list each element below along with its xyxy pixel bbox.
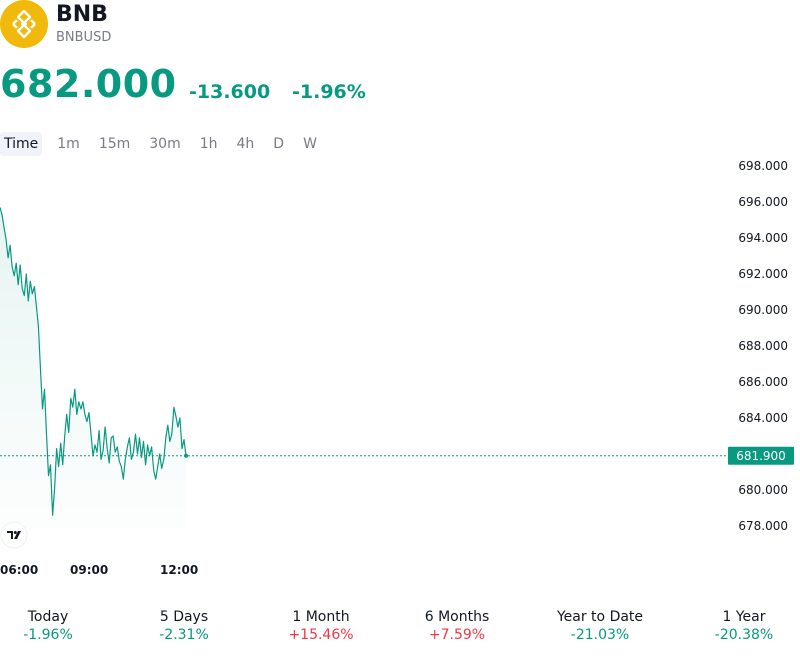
period-6-months[interactable]: 6 Months +7.59% — [392, 608, 522, 644]
period-5-days[interactable]: 5 Days -2.31% — [119, 608, 249, 644]
x-axis-tick-label: 09:00 — [70, 563, 108, 577]
timeframe-selector: Time 1m 15m 30m 1h 4h D W — [0, 132, 332, 156]
y-axis-tick-label: 698.000 — [738, 159, 788, 173]
ticker-symbol: BNBUSD — [56, 30, 112, 45]
bnb-logo-icon — [0, 0, 48, 48]
timeframe-w[interactable]: W — [303, 136, 317, 152]
period-label: 6 Months — [424, 609, 490, 625]
timeframe-1m[interactable]: 1m — [57, 136, 80, 152]
y-axis-tick-label: 686.000 — [738, 375, 788, 389]
y-axis-tick-label: 696.000 — [738, 195, 788, 209]
price-change-percent: -1.96% — [292, 81, 366, 103]
period-value: -2.31% — [159, 627, 209, 643]
timeframe-d[interactable]: D — [273, 136, 285, 152]
period-today[interactable]: Today -1.96% — [0, 608, 113, 644]
current-price: 682.000 — [0, 62, 177, 106]
performance-periods: Today -1.96% 5 Days -2.31% 1 Month +15.4… — [0, 608, 800, 652]
x-axis-tick-label: 12:00 — [160, 563, 198, 577]
period-value: +15.46% — [288, 627, 354, 643]
period-label: 5 Days — [159, 609, 209, 625]
period-value: +7.59% — [428, 627, 486, 643]
period-value: -21.03% — [570, 627, 630, 643]
period-value: -20.38% — [714, 627, 774, 643]
period-label: Year to Date — [556, 609, 644, 625]
period-label: 1 Year — [722, 609, 766, 625]
y-axis-tick-label: 688.000 — [738, 339, 788, 353]
y-axis-tick-label: 692.000 — [738, 267, 788, 281]
last-price-tag — [728, 446, 794, 465]
timeframe-15m[interactable]: 15m — [98, 136, 131, 152]
price-chart[interactable]: 698.000 696.000 694.000 692.000 690.000 688.0… — [0, 158, 800, 588]
price-change: -13.600 — [189, 81, 271, 103]
timeframe-30m[interactable]: 30m — [149, 136, 181, 152]
period-1-year[interactable]: 1 Year -20.38% — [679, 608, 800, 644]
price-area-fill — [0, 207, 186, 528]
y-axis-tick-label: 690.000 — [738, 303, 788, 317]
period-year-to-date[interactable]: Year to Date -21.03% — [535, 608, 665, 644]
period-label: 1 Month — [292, 609, 350, 625]
y-axis-tick-label: 694.000 — [738, 231, 788, 245]
y-axis-tick-label: 684.000 — [738, 411, 788, 425]
timeframe-1h[interactable]: 1h — [199, 136, 218, 152]
timeframe-time[interactable]: Time — [0, 132, 43, 156]
period-label: Today — [27, 609, 69, 625]
y-axis-tick-label: 680.000 — [738, 483, 788, 497]
period-value: -1.96% — [23, 627, 73, 643]
y-axis-tick-label: 678.000 — [738, 519, 788, 533]
x-axis-tick-label: 06:00 — [0, 563, 38, 577]
period-1-month[interactable]: 1 Month +15.46% — [256, 608, 386, 644]
symbol-name: BNB — [56, 2, 108, 27]
last-price-dot — [184, 453, 188, 458]
tradingview-logo-icon[interactable] — [0, 521, 28, 549]
last-price-label: 681.900 — [736, 449, 786, 463]
timeframe-4h[interactable]: 4h — [236, 136, 255, 152]
